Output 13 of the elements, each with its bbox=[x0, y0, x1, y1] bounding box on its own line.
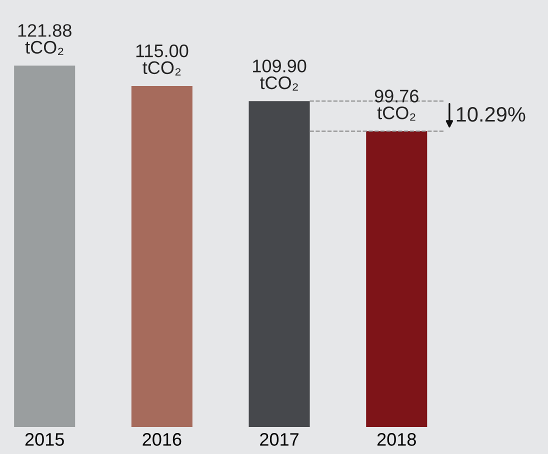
x-tick-label: 2017 bbox=[260, 433, 298, 446]
bar bbox=[366, 131, 428, 427]
x-tick-label: 2018 bbox=[377, 433, 416, 446]
annotation: 10.29% bbox=[456, 106, 526, 122]
x-tick-label: 2015 bbox=[25, 433, 64, 446]
bar bbox=[14, 66, 76, 427]
data-label: 121.88 tCO₂ bbox=[18, 24, 72, 56]
data-label: 99.76 tCO₂ bbox=[374, 90, 418, 121]
x-tick-label: 2016 bbox=[142, 433, 182, 446]
bar bbox=[131, 86, 192, 427]
data-label: 115.00 tCO₂ bbox=[136, 44, 188, 76]
data-label: 109.90 tCO₂ bbox=[253, 60, 306, 91]
bar bbox=[248, 101, 310, 427]
